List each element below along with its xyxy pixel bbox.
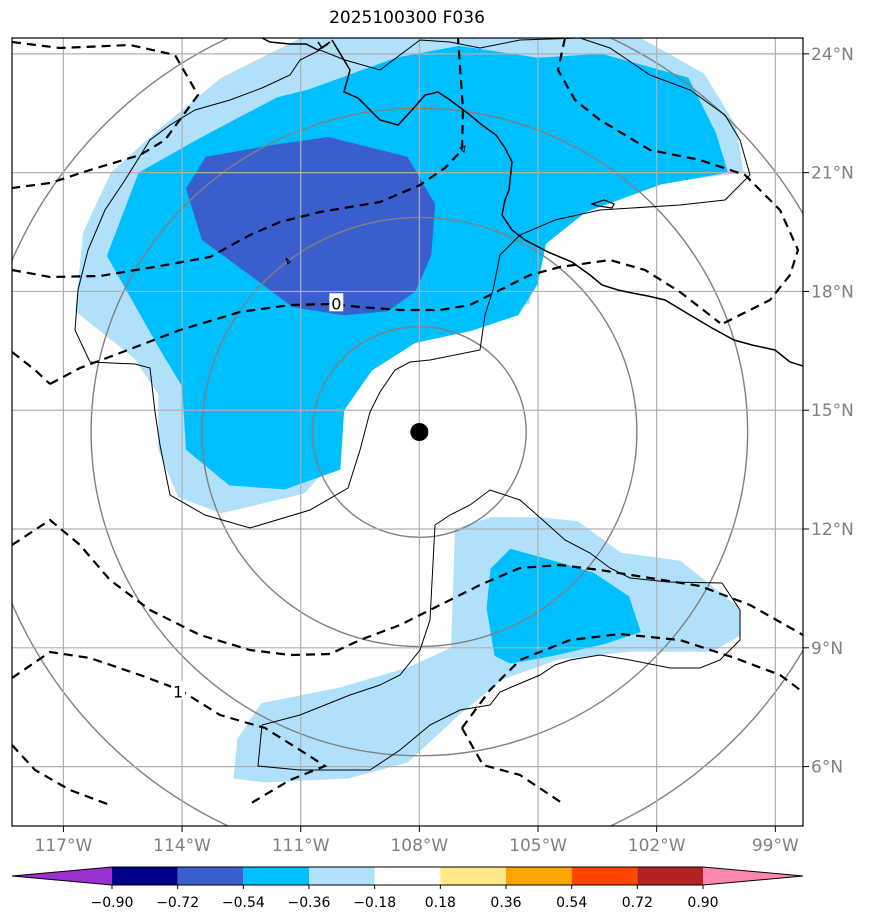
map-frame	[11, 37, 804, 827]
fill-region-4	[486, 548, 641, 664]
colorbar-tick-label-4: −0.18	[353, 895, 396, 911]
dashed-contour-1	[12, 40, 200, 190]
gridlines	[12, 38, 803, 826]
lat-tick-label-4: 12°N	[811, 520, 854, 540]
chart-title: 2025100300 F036	[329, 8, 485, 28]
colorbar-extend-high	[703, 867, 803, 885]
contour-label-0: 0	[331, 294, 341, 313]
colorbar-extend-low	[12, 867, 112, 885]
storm-center-marker	[410, 423, 429, 441]
dashed-contour-8	[461, 632, 803, 729]
colorbar-tick-label-9: 0.90	[687, 895, 718, 911]
longitude-ticks: 117°W 114°W 111°W 108°W 105°W 102°W 99°W	[35, 826, 799, 856]
contour-label-1: 1	[173, 682, 183, 701]
colorbar-tick-label-1: −0.72	[156, 895, 199, 911]
coastline-baja	[261, 38, 331, 51]
filled-contours	[75, 38, 744, 783]
lon-tick-label-6: 99°W	[752, 836, 799, 856]
contour-labels: 01	[171, 293, 344, 701]
latitude-ticks: 24°N 21°N 18°N 15°N 12°N 9°N 6°N	[803, 45, 854, 778]
thin-contour-north	[74, 38, 751, 529]
island-small	[590, 199, 615, 209]
colorbar-segment-7	[571, 867, 638, 885]
lat-tick-label-3: 15°N	[811, 401, 854, 421]
island-tiny	[285, 257, 291, 265]
lat-tick-label-6: 6°N	[811, 758, 843, 778]
colorbar-segment-3	[309, 867, 375, 885]
colorbar-segment-8	[637, 867, 703, 885]
colorbar-segment-0	[112, 867, 178, 885]
lon-tick-label-2: 111°W	[272, 836, 330, 856]
lon-tick-label-5: 102°W	[628, 836, 686, 856]
colorbar-tick-label-3: −0.36	[288, 895, 331, 911]
dashed-contour-9	[461, 727, 566, 806]
dashed-contour-5	[12, 518, 803, 657]
fill-region-2	[186, 137, 436, 316]
colorbar-tick-label-2: −0.54	[222, 895, 265, 911]
dashed-contour-2	[12, 38, 465, 279]
lon-tick-label-4: 105°W	[509, 836, 567, 856]
dashed-contour-6	[12, 650, 328, 806]
dashed-contour-0	[49, 258, 721, 385]
dashed-contours	[12, 38, 803, 807]
contour-label-bg-1	[171, 681, 186, 700]
thin-contour-south	[257, 489, 741, 771]
colorbar-tick-label-8: 0.72	[622, 895, 653, 911]
colorbar-segment-6	[506, 867, 572, 885]
lat-tick-label-1: 21°N	[811, 164, 854, 184]
dashed-contour-7	[12, 744, 111, 807]
lat-tick-label-5: 9°N	[811, 639, 843, 659]
dashed-contour-3	[556, 38, 800, 326]
colorbar-segment-2	[243, 867, 309, 885]
coastline-mexico	[331, 39, 803, 367]
fill-region-3	[233, 517, 740, 783]
colorbar-segment-1	[177, 867, 244, 885]
lon-tick-label-3: 108°W	[390, 836, 448, 856]
dashed-contour-4	[12, 351, 51, 385]
contour-label-bg-0	[329, 293, 344, 312]
thin-contours	[74, 38, 751, 771]
coastline	[261, 38, 803, 367]
lon-tick-label-0: 117°W	[35, 836, 93, 856]
colorbar-tick-label-0: −0.90	[91, 895, 134, 911]
colorbar-segment-5	[440, 867, 506, 885]
colorbar-tick-label-7: 0.54	[556, 895, 587, 911]
colorbar-tick-label-5: 0.18	[425, 895, 456, 911]
colorbar-segment-4	[374, 867, 441, 885]
lat-tick-label-0: 24°N	[811, 45, 854, 65]
colorbar-tick-label-6: 0.36	[490, 895, 521, 911]
colorbar: −0.90 −0.72 −0.54 −0.36 −0.18 0.18 0.36 0.54 0.7…	[11, 866, 804, 911]
lat-tick-label-2: 18°N	[811, 282, 854, 302]
lon-tick-label-1: 114°W	[153, 836, 211, 856]
